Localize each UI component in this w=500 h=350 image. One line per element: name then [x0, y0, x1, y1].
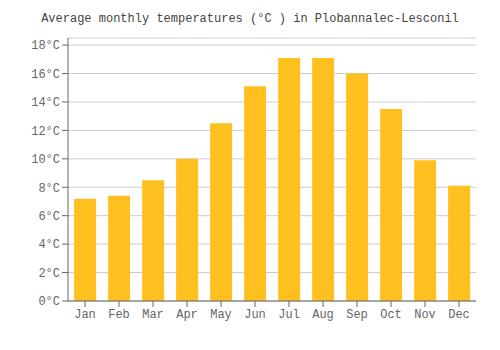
svg-text:Dec: Dec — [448, 308, 470, 322]
svg-text:Oct: Oct — [380, 308, 402, 322]
svg-text:Apr: Apr — [176, 308, 198, 322]
svg-text:May: May — [210, 308, 232, 322]
svg-text:10°C: 10°C — [31, 153, 60, 167]
svg-text:Jan: Jan — [74, 308, 96, 322]
svg-text:16°C: 16°C — [31, 68, 60, 82]
svg-text:Sep: Sep — [346, 308, 368, 322]
svg-text:Mar: Mar — [142, 308, 164, 322]
svg-text:8°C: 8°C — [38, 182, 60, 196]
svg-text:0°C: 0°C — [38, 295, 60, 309]
svg-text:Aug: Aug — [312, 308, 334, 322]
svg-text:14°C: 14°C — [31, 96, 60, 110]
svg-text:2°C: 2°C — [38, 267, 60, 281]
svg-text:4°C: 4°C — [38, 238, 60, 252]
html-text:Average monthly temperatures (: Average monthly temperatures (°C ) in Pl… — [41, 12, 459, 26]
svg-text:6°C: 6°C — [38, 210, 60, 224]
svg-text:Jun: Jun — [244, 308, 266, 322]
svg-text:Feb: Feb — [108, 308, 130, 322]
svg-text:18°C: 18°C — [31, 39, 60, 53]
svg-text:Jul: Jul — [278, 308, 300, 322]
svg-text:12°C: 12°C — [31, 125, 60, 139]
svg-text:Nov: Nov — [414, 308, 436, 322]
